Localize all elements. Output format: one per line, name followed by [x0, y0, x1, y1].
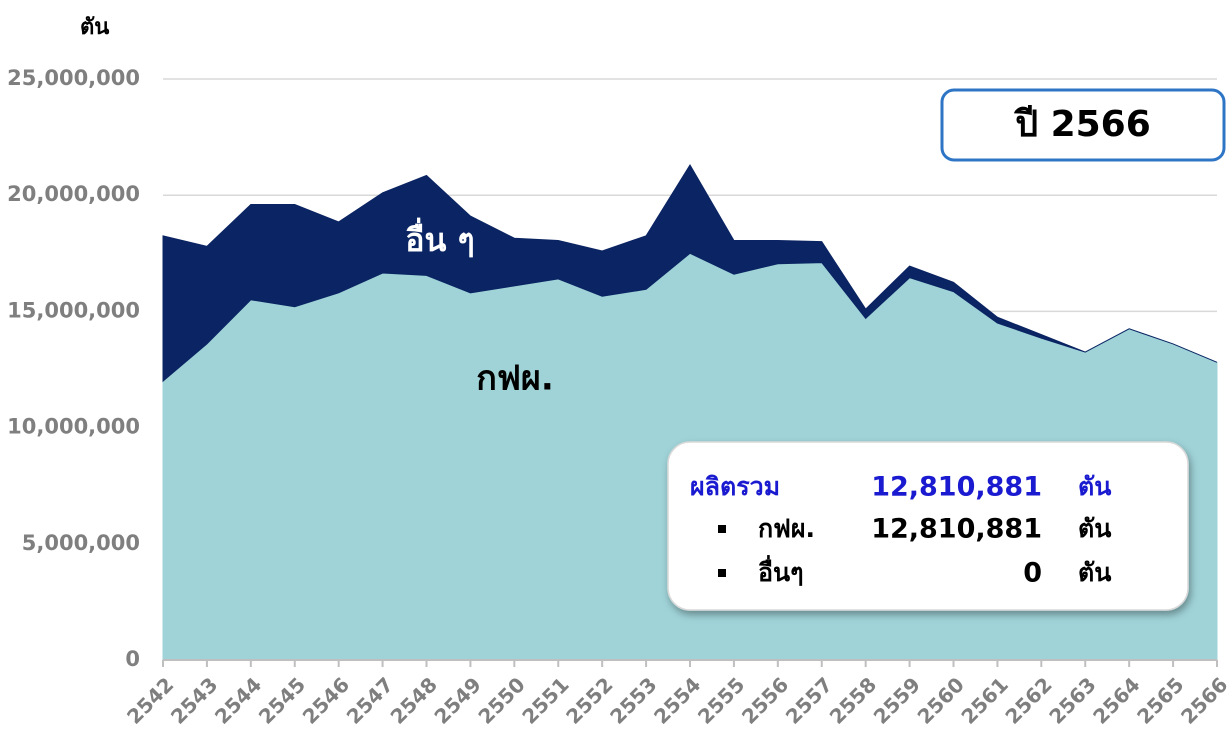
- summary-item-value: 12,810,881: [871, 514, 1042, 545]
- year-box: [940, 88, 1226, 162]
- y-axis-label: ตัน: [80, 15, 109, 40]
- summary-box: [667, 441, 1189, 611]
- area-label: กฟผ.: [476, 359, 554, 399]
- x-tick-label: 2559: [869, 672, 925, 728]
- bullet: [718, 525, 726, 533]
- x-tick-label: 2555: [693, 672, 749, 728]
- y-tick-label: 15,000,000: [7, 298, 140, 322]
- x-tick-label: 2552: [561, 672, 617, 728]
- x-tick-label: 2565: [1132, 672, 1188, 728]
- bullet: [718, 569, 726, 577]
- summary-total-value: 12,810,881: [871, 472, 1042, 503]
- x-tick-label: 2556: [737, 672, 793, 728]
- x-tick-label: 2543: [166, 672, 222, 728]
- summary-item-label: กฟผ.: [758, 514, 815, 543]
- x-tick-label: 2553: [605, 672, 661, 728]
- x-tick-label: 2563: [1044, 672, 1100, 728]
- summary-unit: ตัน: [1078, 514, 1111, 543]
- x-tick-label: 2546: [298, 672, 354, 728]
- area: [162, 164, 1218, 383]
- x-tick-label: 2558: [825, 672, 881, 728]
- y-tick-label: 25,000,000: [7, 66, 140, 90]
- x-tick-label: 2545: [254, 672, 310, 728]
- y-tick-label: 0: [125, 647, 140, 671]
- y-tick-label: 10,000,000: [7, 415, 140, 439]
- x-tick-label: 2564: [1088, 672, 1144, 728]
- summary-unit: ตัน: [1078, 558, 1111, 587]
- x-tick-label: 2557: [781, 672, 837, 728]
- x-tick-label: 2549: [430, 672, 486, 728]
- x-tick-label: 2550: [473, 672, 529, 728]
- x-tick-label: 2551: [517, 672, 573, 728]
- summary-total-label: ผลิตรวม: [690, 472, 780, 501]
- y-tick-label: 5,000,000: [22, 531, 140, 555]
- x-tick-label: 2547: [342, 672, 398, 728]
- summary-item-label: อื่นๆ: [758, 555, 804, 587]
- year-label: ปี 2566: [1014, 104, 1151, 145]
- x-tick-label: 2566: [1176, 672, 1227, 728]
- summary-unit: ตัน: [1078, 472, 1111, 501]
- area-label: อื่น ๆ: [405, 217, 474, 259]
- x-tick-label: 2544: [210, 672, 266, 728]
- x-tick-label: 2542: [122, 672, 178, 728]
- x-tick-label: 2548: [386, 672, 442, 728]
- x-tick-label: 2554: [649, 672, 705, 728]
- y-tick-label: 20,000,000: [7, 182, 140, 206]
- x-tick-label: 2560: [913, 672, 969, 728]
- x-tick-label: 2562: [1000, 672, 1056, 728]
- x-tick-label: 2561: [957, 672, 1013, 728]
- summary-item-value: 0: [1023, 558, 1042, 589]
